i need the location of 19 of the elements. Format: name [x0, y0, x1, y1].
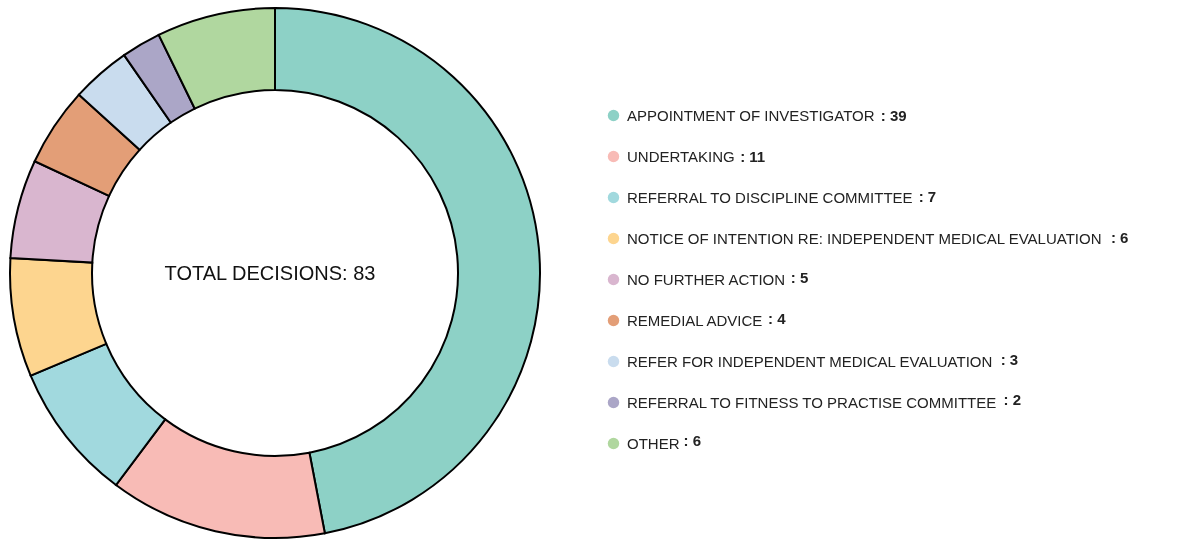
- legend-label: OTHER: [627, 434, 680, 452]
- data-label: : 5: [790, 269, 809, 287]
- legend-label: REFERRAL TO DISCIPLINE COMMITTEE: [627, 188, 913, 206]
- data-label: : 6: [1110, 228, 1129, 246]
- text: TOTAL DECISIONS: 83: [164, 262, 376, 284]
- data-label: : 39: [880, 107, 907, 124]
- legend-label: NOTICE OF INTENTION RE: INDEPENDENT MEDICAL EVALUATION: [627, 229, 1102, 247]
- data-label: : 2: [1003, 391, 1022, 409]
- legend-label: APPOINTMENT OF INVESTIGATOR: [627, 106, 875, 124]
- legend-label: UNDERTAKING: [627, 147, 735, 165]
- legend-label: REMEDIAL ADVICE: [627, 311, 763, 329]
- legend-label: NO FURTHER ACTION: [627, 270, 786, 288]
- data-label: : 4: [768, 310, 787, 327]
- legend-label: REFER FOR INDEPENDENT MEDICAL EVALUATION: [627, 352, 993, 370]
- data-label: : 6: [683, 431, 702, 449]
- data-label: : 7: [918, 188, 937, 206]
- data-label: : 11: [740, 147, 766, 165]
- legend-label: REFERRAL TO FITNESS TO PRACTISE COMMITTEE: [627, 393, 997, 411]
- data-label: : 3: [1000, 350, 1019, 368]
